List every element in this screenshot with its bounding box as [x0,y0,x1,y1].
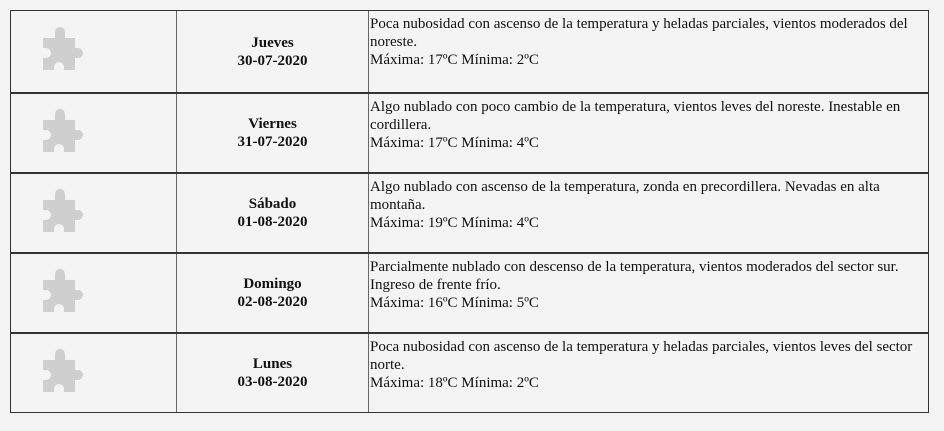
day-name: Domingo [243,276,302,292]
icon-cell [11,11,177,92]
description-cell: Algo nublado con ascenso de la temperatu… [369,174,928,252]
date: 31-07-2020 [237,134,308,150]
forecast-row: Lunes 03-08-2020 Poca nubosidad con ascen… [11,332,928,412]
temperatures: Máxima: 17ºC Mínima: 4ºC [370,135,539,151]
day-name: Lunes [252,356,293,372]
description-cell: Algo nublado con poco cambio de la tempe… [369,94,928,172]
day-name: Jueves [251,34,294,51]
date-cell: Jueves 30-07-2020 [177,11,369,92]
icon-cell [11,254,177,332]
description-cell: Poca nubosidad con ascenso de la tempera… [369,11,928,92]
icon-cell [11,94,177,172]
date-cell: Sábado 01-08-2020 [177,174,369,252]
forecast-row: Viernes 31-07-2020 Algo nublado con poco … [11,92,928,172]
date-cell: Domingo 02-08-2020 [177,254,369,332]
description-cell: Parcialmente nublado con descenso de la … [369,254,928,332]
description: Poca nubosidad con ascenso de la tempera… [370,16,908,50]
temperatures: Máxima: 18ºC Mínima: 2ºC [370,375,539,391]
description-cell: Poca nubosidad con ascenso de la tempera… [369,334,928,412]
puzzle-piece-icon [39,188,83,238]
date: 02-08-2020 [237,294,308,310]
forecast-row: Domingo 02-08-2020 Parcialmente nublado c… [11,252,928,332]
day-name: Sábado [248,196,297,212]
icon-cell [11,174,177,252]
puzzle-piece-icon [39,108,83,158]
icon-cell [11,334,177,412]
description: Parcialmente nublado con descenso de la … [370,259,899,293]
temperatures: Máxima: 16ºC Mínima: 5ºC [370,295,539,311]
date-cell: Viernes 31-07-2020 [177,94,369,172]
puzzle-piece-icon [39,268,83,318]
date: 30-07-2020 [237,52,308,69]
forecast-row: Jueves 30-07-2020 Poca nubosidad con asce… [11,11,928,92]
description: Algo nublado con poco cambio de la tempe… [370,99,901,133]
temperatures: Máxima: 17ºC Mínima: 2ºC [370,52,539,68]
puzzle-piece-icon [39,348,83,398]
forecast-table: Jueves 30-07-2020 Poca nubosidad con asce… [10,10,929,413]
temperatures: Máxima: 19ºC Mínima: 4ºC [370,215,539,231]
description: Algo nublado con ascenso de la temperatu… [370,179,880,213]
puzzle-piece-icon [39,27,83,76]
date: 03-08-2020 [237,374,308,390]
forecast-row: Sábado 01-08-2020 Algo nublado con ascens… [11,172,928,252]
date: 01-08-2020 [237,214,308,230]
date-cell: Lunes 03-08-2020 [177,334,369,412]
description: Poca nubosidad con ascenso de la tempera… [370,339,913,373]
day-name: Viernes [248,116,297,132]
